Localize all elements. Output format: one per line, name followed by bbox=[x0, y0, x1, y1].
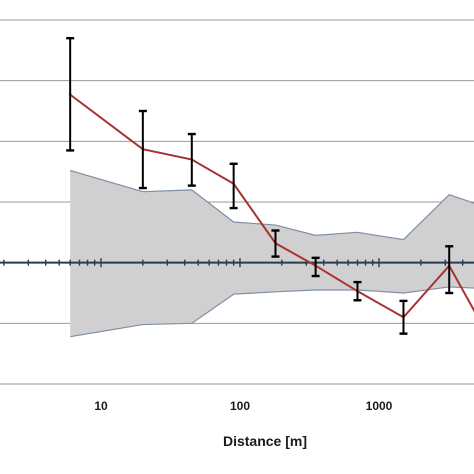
x-tick-label: 100 bbox=[230, 399, 250, 413]
x-axis bbox=[0, 258, 474, 268]
error-bar bbox=[445, 245, 454, 295]
series-line bbox=[69, 93, 474, 319]
error-bars bbox=[66, 37, 454, 335]
error-bar bbox=[138, 109, 147, 190]
x-tick-labels: 10 100 1000 bbox=[94, 399, 392, 413]
error-bar bbox=[311, 256, 320, 278]
error-bar bbox=[187, 132, 196, 187]
x-axis-title: Distance [m] bbox=[223, 433, 307, 449]
band-upper-edge bbox=[69, 169, 474, 241]
error-bar bbox=[229, 162, 238, 210]
confidence-band bbox=[69, 169, 474, 338]
error-bar bbox=[66, 37, 75, 152]
band-area bbox=[70, 170, 474, 337]
error-bar bbox=[271, 229, 280, 258]
x-tick-label: 1000 bbox=[366, 399, 393, 413]
x-tick-label: 10 bbox=[94, 399, 108, 413]
error-bar bbox=[353, 280, 362, 302]
band-lower-edge bbox=[70, 286, 474, 338]
error-bar bbox=[399, 299, 408, 335]
